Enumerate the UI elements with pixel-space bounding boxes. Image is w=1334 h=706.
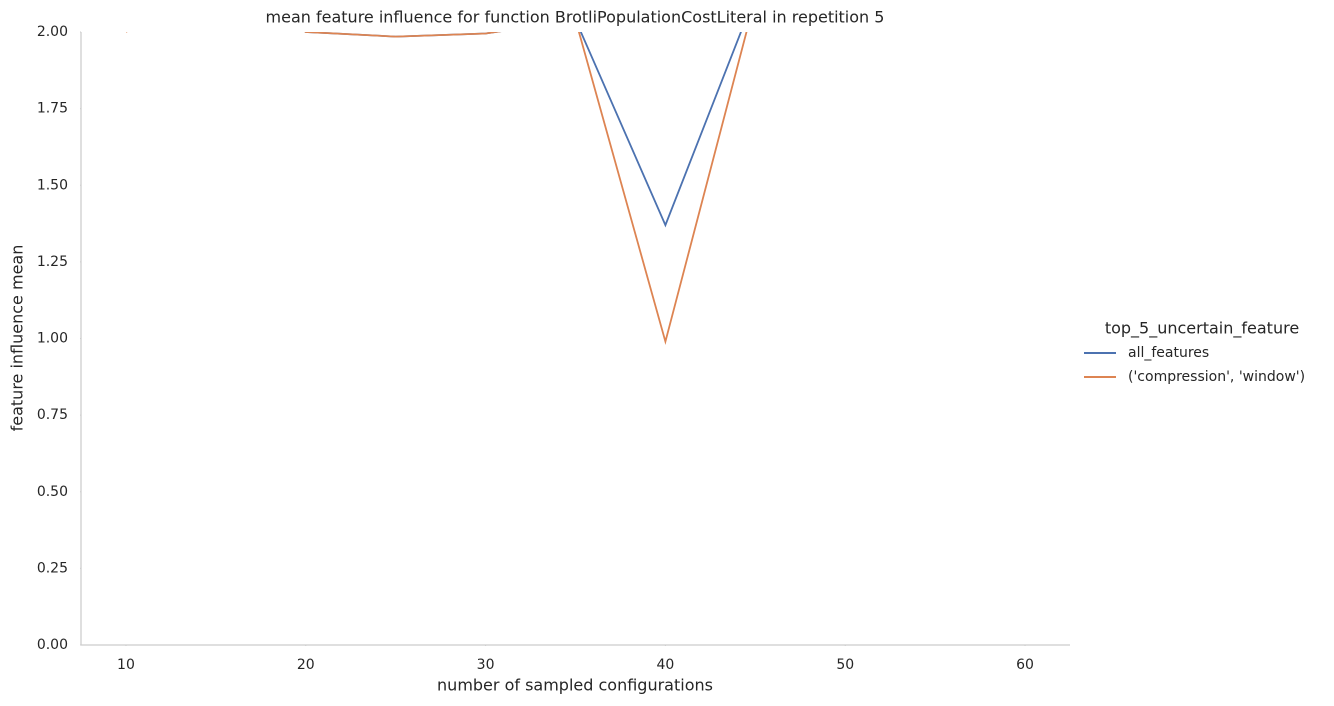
plot-area [125,32,748,346]
x-tick-label: 10 [117,657,135,673]
y-tick-label: 0.50 [37,484,68,500]
legend-label: all_features [1128,345,1209,361]
x-tick-label: 20 [297,657,315,673]
y-tick-label: 1.00 [37,331,68,347]
series-line [304,32,742,228]
y-axis-label: feature influence mean [8,245,27,432]
y-tick-label: 0.00 [37,637,68,653]
y-tick-label: 1.75 [37,101,68,117]
x-axis-label: number of sampled configurations [437,676,713,695]
x-tick-label: 40 [656,657,674,673]
x-tick-label: 50 [836,657,854,673]
legend-label: ('compression', 'window') [1128,369,1305,385]
y-tick-label: 2.00 [37,24,68,40]
x-tick-label: 30 [477,657,495,673]
legend-title: top_5_uncertain_feature [1105,319,1299,339]
y-tick-label: 0.75 [37,407,68,423]
y-tick-label: 1.50 [37,177,68,193]
chart-title: mean feature influence for function Brot… [266,8,885,27]
x-tick-label: 60 [1016,657,1034,673]
series-line [125,32,748,346]
y-tick-label: 0.25 [37,560,68,576]
y-tick-label: 1.25 [37,254,68,270]
